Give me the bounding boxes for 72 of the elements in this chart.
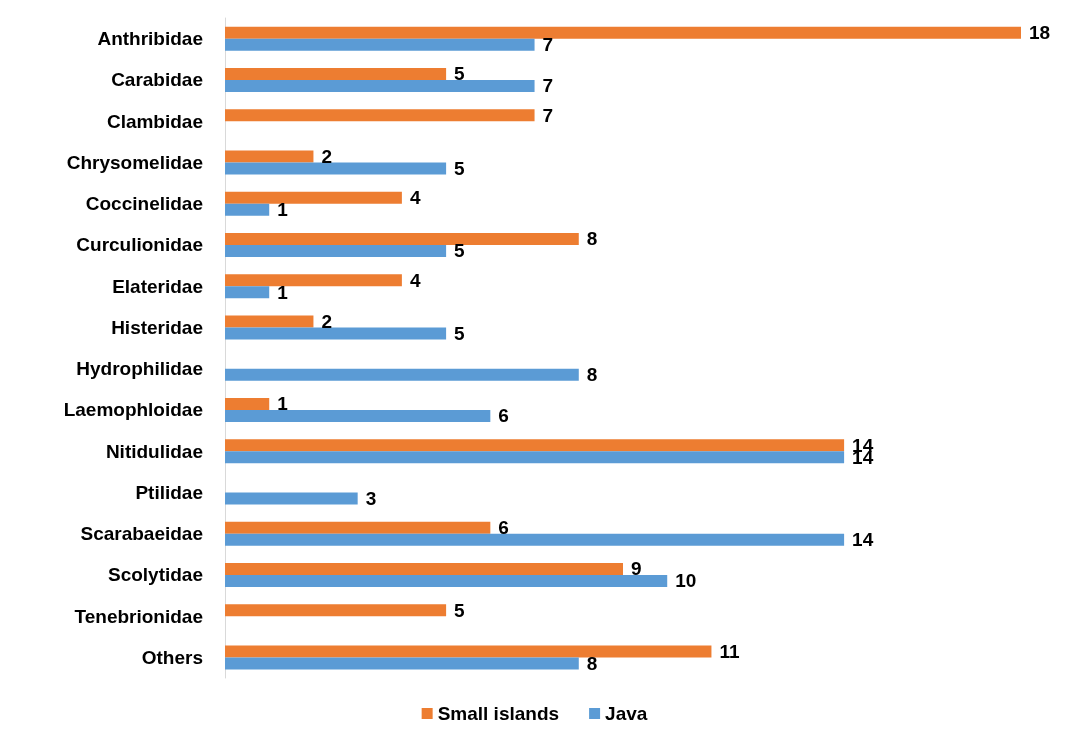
y-tick-label: Clambidae xyxy=(106,110,203,132)
bar xyxy=(225,409,491,422)
data-label: 8 xyxy=(586,364,598,386)
y-tick-label: Histeridae xyxy=(111,316,203,338)
legend-label: Small islands xyxy=(437,703,560,724)
bar xyxy=(225,79,535,92)
y-tick-label: Scarabaeidae xyxy=(80,523,203,545)
y-tick-label: Ptilidae xyxy=(135,481,203,503)
bar xyxy=(225,533,845,546)
bar xyxy=(225,162,447,175)
data-label: 4 xyxy=(409,187,421,209)
bar xyxy=(225,439,845,452)
legend-label: Java xyxy=(605,703,648,724)
bar xyxy=(225,191,402,204)
bar xyxy=(225,286,270,299)
data-label: 5 xyxy=(454,157,466,179)
y-tick-label: Anthribidae xyxy=(97,28,203,50)
bar xyxy=(225,604,447,617)
data-label: 14 xyxy=(852,529,874,551)
data-label: 2 xyxy=(321,310,333,332)
bar xyxy=(225,244,447,257)
y-tick-label: Others xyxy=(141,646,203,668)
data-label: 2 xyxy=(321,145,333,167)
data-label: 7 xyxy=(542,75,554,97)
data-label: 1 xyxy=(277,199,289,221)
y-tick-label: Chrysomelidae xyxy=(66,151,203,173)
data-label: 3 xyxy=(365,487,377,509)
y-tick-label: Elateridae xyxy=(112,275,203,297)
bar xyxy=(225,492,358,505)
bar xyxy=(225,315,314,328)
y-tick-label: Laemophloidae xyxy=(63,399,203,421)
data-label: 8 xyxy=(586,228,598,250)
bar xyxy=(225,232,579,245)
bar xyxy=(225,109,535,122)
bar xyxy=(225,274,402,287)
data-label: 9 xyxy=(631,558,642,580)
data-label: 18 xyxy=(1029,22,1051,44)
bar xyxy=(225,645,712,658)
data-label: 5 xyxy=(454,240,466,262)
y-tick-label: Nitidulidae xyxy=(105,440,203,462)
y-tick-label: Coccinelidae xyxy=(85,193,203,215)
y-tick-label: Carabidae xyxy=(111,69,203,91)
bar xyxy=(225,521,491,534)
bar xyxy=(225,657,579,670)
y-tick-label: Hydrophilidae xyxy=(76,358,203,380)
bar xyxy=(225,38,535,51)
data-label: 6 xyxy=(498,517,509,539)
data-label: 1 xyxy=(277,393,289,415)
data-label: 7 xyxy=(542,34,554,56)
bar xyxy=(225,327,447,340)
data-label: 8 xyxy=(586,652,598,674)
bar xyxy=(225,574,668,587)
y-tick-label: Scolytidae xyxy=(107,564,203,586)
data-label: 5 xyxy=(454,63,466,85)
data-label: 6 xyxy=(498,405,509,427)
y-tick-label: Curculionidae xyxy=(76,234,203,256)
data-label: 5 xyxy=(454,322,466,344)
bar xyxy=(225,368,579,381)
data-label: 4 xyxy=(409,269,421,291)
bar xyxy=(225,562,623,575)
bar xyxy=(225,26,1021,39)
bar xyxy=(225,397,270,410)
bar xyxy=(225,150,314,163)
bar xyxy=(225,203,270,216)
bar xyxy=(225,451,845,464)
data-label: 5 xyxy=(454,599,466,621)
data-label: 1 xyxy=(277,281,289,303)
y-tick-label: Tenebrionidae xyxy=(74,605,203,627)
data-label: 10 xyxy=(675,570,697,592)
bar xyxy=(225,67,447,80)
data-label: 7 xyxy=(542,104,554,126)
data-label: 11 xyxy=(719,640,740,662)
